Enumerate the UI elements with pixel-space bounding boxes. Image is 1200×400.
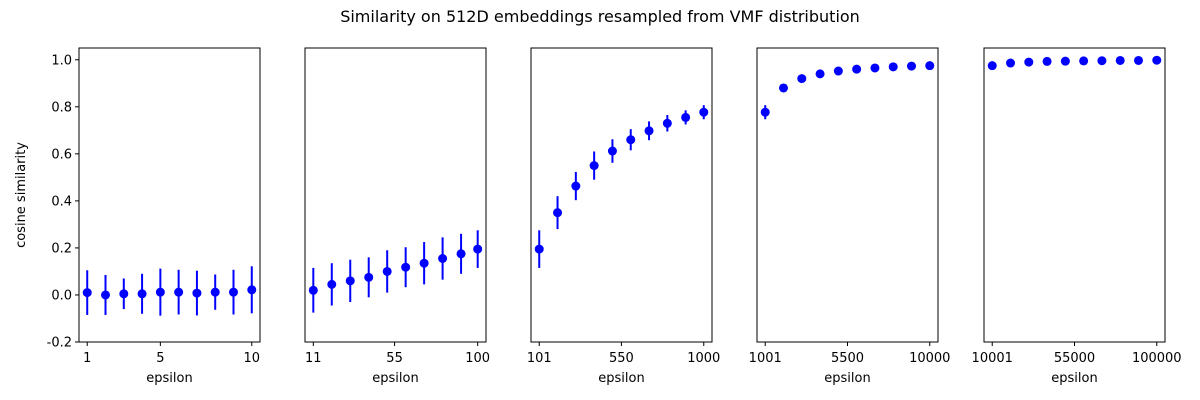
x-tick-label: 550 [609,351,634,366]
x-axis-label: epsilon [824,371,870,386]
data-point [155,287,165,297]
data-point [907,61,917,71]
data-point [987,61,997,71]
x-tick-label: 5500 [831,351,864,366]
x-tick-label: 10000 [909,351,950,366]
data-point [607,146,617,156]
x-tick-label: 1000 [687,351,720,366]
x-tick-label: 101 [527,351,552,366]
plot-frame [983,47,1166,343]
x-axis-label: epsilon [598,371,644,386]
data-point [870,63,880,73]
data-point [1152,55,1162,65]
data-point [308,285,318,295]
data-point [364,272,374,282]
data-point [833,66,843,76]
data-point [852,64,862,74]
x-tick-label: 100 [465,351,490,366]
data-point [101,290,111,300]
data-point [760,107,770,117]
data-point [1115,55,1125,65]
x-axis-label: epsilon [1051,371,1097,386]
data-point [210,287,220,297]
data-point [1133,55,1143,65]
data-point [473,244,483,254]
subplot-1: -0.2 0.0 0.2 0.4 0.6 0.8 1.0 1 5 10 epsilon [47,47,261,386]
data-point [401,262,411,272]
data-point [327,279,337,289]
data-point [534,244,544,254]
data-point [1042,56,1052,66]
data-point [1060,56,1070,66]
plot-frame [756,47,939,343]
subplot-3: 101 550 1000 epsilon [527,47,720,386]
subplot-2: 11 55 100 epsilon [304,47,490,386]
data-point [589,161,599,171]
data-point [925,61,935,71]
data-point [228,287,238,297]
x-tick-label: 55000 [1054,351,1095,366]
x-axis-label: epsilon [146,371,192,386]
data-point [137,289,147,299]
plot-frame [530,47,713,343]
data-point [174,287,184,297]
figure-title: Similarity on 512D embeddings resampled … [340,7,860,26]
data-point [345,276,355,286]
x-axis-label: epsilon [372,371,418,386]
data-point [553,208,563,218]
x-tick-label: 100000 [1132,351,1182,366]
data-point [192,288,202,298]
data-point [82,288,92,298]
subplot-5: 10001 55000 100000 epsilon [972,47,1182,386]
y-axis-label: cosine similarity [14,142,29,248]
data-point [888,62,898,72]
data-point [779,83,789,93]
plot-frame [78,47,261,343]
data-point [681,112,691,122]
data-point [699,107,709,117]
x-tick-label: 55 [386,351,403,366]
y-tick-label: 0.2 [51,241,72,256]
x-tick-label: 1001 [749,351,782,366]
data-point [797,74,807,84]
x-tick-label: 5 [156,351,164,366]
y-tick-label: -0.2 [47,336,72,351]
data-point [571,181,581,191]
data-point [456,249,466,259]
x-tick-label: 10001 [972,351,1013,366]
y-tick-label: 1.0 [51,53,72,68]
data-point [815,69,825,79]
x-tick-label: 1 [83,351,91,366]
y-tick-label: 0.0 [51,288,72,303]
x-tick-label: 11 [305,351,322,366]
data-point [644,126,654,136]
subplot-4: 1001 5500 10000 epsilon [749,47,950,386]
data-point [1097,56,1107,66]
data-point [1079,56,1089,66]
data-point [247,285,257,295]
data-point [419,258,429,268]
data-point [626,135,636,145]
data-point [1006,58,1016,68]
x-tick-label: 10 [243,351,260,366]
data-point [119,289,129,299]
subplot-panels: -0.2 0.0 0.2 0.4 0.6 0.8 1.0 1 5 10 epsilon 11 55 100… [47,47,1182,386]
data-point [662,118,672,128]
data-point [382,266,392,276]
data-point [1024,57,1034,67]
data-point [438,254,448,264]
y-tick-label: 0.4 [51,194,72,209]
y-tick-label: 0.6 [51,147,72,162]
plot-frame [304,47,487,343]
y-tick-label: 0.8 [51,100,72,115]
